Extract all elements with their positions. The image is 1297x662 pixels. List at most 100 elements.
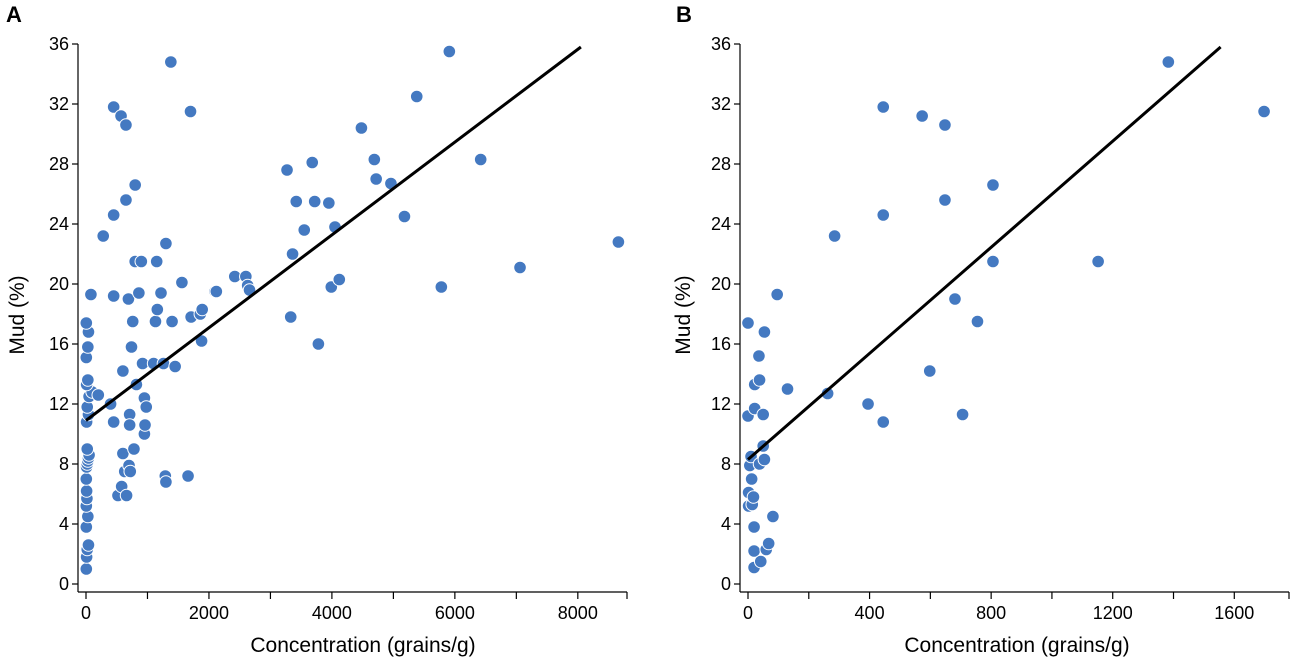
panel-a-data-point [150,302,165,317]
panel-a-data-point [322,196,336,210]
panel-b: B Concentration (grains/g) Mud (%) 0 4 8 12… [672,2,1290,657]
panel-b-y-tick-label: 20 [711,274,731,294]
panel-a-data-point [311,337,326,351]
panel-b-y-tick-label: 24 [711,214,731,234]
panel-b-data-point [744,472,759,486]
panel-a-data-point [139,400,154,414]
panel-a-data-point [473,152,488,167]
panel-b-data-point [986,178,1000,192]
panel-a-data-point [442,44,457,59]
panel-b-data-point [770,287,784,302]
panel-a-y-axis-title: Mud (%) [6,275,29,354]
panel-a-data-point [367,152,382,167]
panel-a-data-point [611,235,626,249]
panel-a-data-point [81,340,95,354]
panel-b-x-tick-label: 400 [855,603,885,623]
panel-b-data-point [955,407,970,422]
panel-a-data-point [79,316,94,330]
panel-a-data-point [175,275,189,290]
panel-b-data-point [780,382,795,396]
panel-b-data-point [938,193,952,207]
panel-a-x-tick-label: 4000 [312,603,352,623]
panel-a-trend-line [85,45,582,422]
panel-a-data-point [138,418,152,432]
panel-b-data-point [876,100,891,114]
panel-b-data-point [753,554,768,569]
panel-a-data-point [122,418,137,432]
panel-a-data-point [159,236,173,251]
panel-a-data-point [125,314,140,329]
panel-a-x-axis-title: Concentration (grains/g) [250,634,475,657]
panel-b-data-point [876,415,891,429]
panel-b-data-point [1091,254,1105,269]
panel-b-data-point [970,314,985,329]
panel-a-y-tick-label: 0 [59,574,69,594]
panel-a-label: A [6,2,22,27]
panel-a-data-point [79,472,94,486]
panel-b-data-point [820,386,835,401]
panel-a-data-point [181,469,195,483]
panel-a-data-point [119,488,134,503]
panel-a-y-tick-label: 28 [49,154,69,174]
panel-a-data-point [128,178,142,192]
panel-b-data-point [761,536,776,551]
panel-a-data-point [134,254,149,269]
panel-b-x-tick-label: 1600 [1214,603,1254,623]
panel-a-data-point [124,340,139,354]
panel-a-data-point [369,172,383,186]
panel-b-y-tick-label: 36 [711,34,731,54]
panel-b-y-tick-label: 12 [711,394,731,414]
panel-b-data-point [752,349,766,363]
panel-a-data-point [285,247,300,261]
panel-a-x-tick-label: 6000 [435,603,475,623]
panel-a-data-point [354,121,369,135]
panel-b-data-point [746,490,761,504]
panel-a-data-point [79,562,94,576]
panel-a-data-point [81,538,96,552]
panel-b-y-axis-title: Mud (%) [672,275,695,354]
panel-b-data-point [1161,55,1176,69]
panel-a-data-point [106,100,121,114]
panel-a: A Concentration (grains/g) Mud (%) 0 4 8 12… [6,2,628,657]
panel-b-data-point [876,208,891,222]
panel-a-data-point [164,55,178,69]
panel-a-data-point [81,373,95,387]
panel-a-data-point [297,223,312,237]
panel-a-data-point [96,229,111,243]
panel-b-data-point [861,397,875,411]
panel-b-data-point [757,325,772,339]
panel-a-data-point [307,194,322,209]
panel-a-data-point [119,193,133,207]
panel-a-data-point [84,287,98,302]
panel-a-y-tick-label: 24 [49,214,69,234]
panel-a-data-point [106,415,121,429]
panel-a-y-tick-label: 8 [59,454,69,474]
panel-a-data-point [409,89,424,104]
panel-b-y-tick-label: 4 [721,514,731,534]
panel-a-y-tick-label: 20 [49,274,69,294]
panel-a-data-point [154,286,168,300]
panel-b-x-axis-title: Concentration (grains/g) [904,634,1129,657]
panel-b-data-point [922,364,937,378]
panel-a-x-tick-label: 8000 [558,603,598,623]
panel-b-data-point [915,109,929,123]
panel-a-data-point [123,464,138,479]
panel-b-y-tick-label: 28 [711,154,731,174]
panel-b-data-point [757,452,772,467]
panel-a-data-point [148,314,163,329]
panel-a-data-point [80,442,95,456]
panel-b-data-point [752,373,767,387]
panel-a-data-point [159,475,173,489]
panel-b-data-point [766,509,780,524]
panel-a-data-point [283,310,298,324]
panel-b-data-point [948,292,962,306]
panel-b-data-point [986,254,1000,269]
panel-a-data-point [106,289,121,303]
panel-b-x-tick-label: 800 [976,603,1006,623]
panel-a-y-tick-label: 12 [49,394,69,414]
panel-a-data-point [183,104,198,119]
panel-b-trend-line [747,45,1222,461]
panel-a-data-point [289,194,304,209]
panel-b-y-tick-label: 16 [711,334,731,354]
panel-a-data-point [305,155,320,170]
